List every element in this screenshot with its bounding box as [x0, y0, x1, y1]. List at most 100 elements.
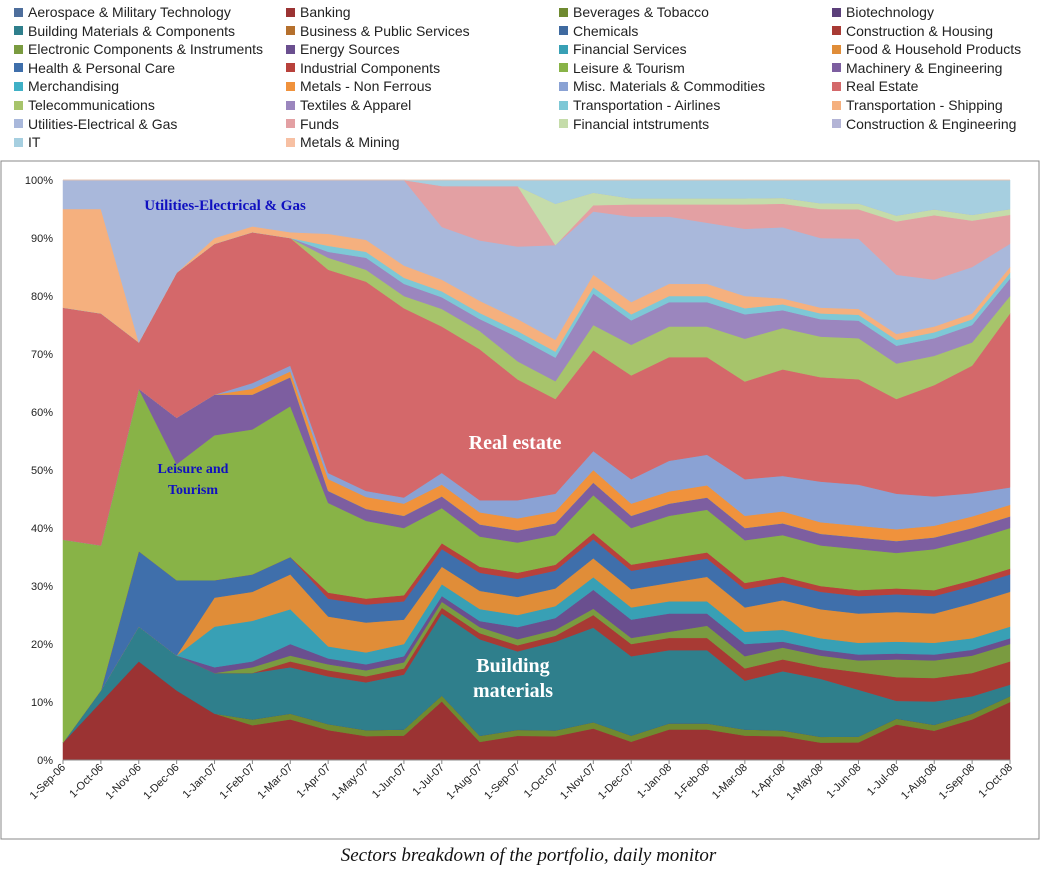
y-tick-label: 50% [31, 465, 53, 477]
legend-label: Construction & Housing [846, 22, 994, 39]
legend-swatch [14, 81, 23, 91]
annotation-label: materials [473, 680, 553, 702]
legend-label: Energy Sources [300, 41, 400, 58]
legend-swatch [286, 81, 295, 91]
legend-item-aerospace-and-military-technology: Aerospace & Military Technology [14, 3, 231, 21]
y-tick-label: 10% [31, 697, 53, 709]
legend-swatch [559, 81, 568, 91]
legend-label: Financial intstruments [573, 115, 710, 132]
legend-label: Merchandising [28, 78, 120, 95]
x-tick-label: 1-Sep-06 [28, 762, 68, 802]
legend-item-real-estate: Real Estate [832, 77, 918, 95]
x-tick-label: 1-Apr-08 [749, 762, 788, 801]
legend-swatch [559, 119, 568, 129]
x-tick-label: 1-May-08 [784, 762, 825, 803]
legend-item-misc-materials-and-commodities: Misc. Materials & Commodities [559, 77, 765, 95]
legend-item-transportation-shipping: Transportation - Shipping [832, 96, 1003, 114]
legend-label: Construction & Engineering [846, 115, 1017, 132]
legend-item-construction-and-housing: Construction & Housing [832, 22, 993, 40]
legend-label: Utilities-Electrical & Gas [28, 115, 178, 132]
legend-label: Funds [300, 115, 339, 132]
legend-item-banking: Banking [286, 3, 351, 21]
annotation-label: Leisure and [158, 462, 229, 477]
stacked-area-chart: 0% 10% 20% 30% 40% 50% 60% 70% 80% 90% 100% 1-Sep-0… [0, 160, 1040, 840]
legend-label: Textiles & Apparel [300, 97, 412, 113]
legend-label: Transportation - Airlines [573, 97, 721, 113]
x-tick-label: 1-Dec-06 [141, 762, 181, 802]
legend-item-biotechnology: Biotechnology [832, 3, 934, 21]
y-tick-label: 90% [31, 233, 53, 245]
legend-item-industrial-components: Industrial Components [286, 59, 440, 77]
legend-swatch [832, 81, 841, 91]
y-tick-label: 70% [31, 349, 53, 361]
legend-swatch [559, 63, 568, 73]
legend-label: Industrial Components [300, 59, 441, 76]
legend-swatch [14, 7, 23, 17]
chart-frame [0, 160, 1040, 840]
legend-swatch [14, 63, 23, 73]
legend-item-building-materials-and-components: Building Materials & Components [14, 22, 235, 40]
legend-label: Real Estate [846, 78, 919, 95]
legend-swatch [559, 100, 568, 110]
legend-item-merchandising: Merchandising [14, 77, 119, 95]
annotation-label: Building [476, 655, 549, 677]
annotation-label: Utilities-Electrical & Gas [144, 198, 306, 214]
y-tick-label: 0% [37, 755, 53, 767]
x-tick-label: 1-Oct-06 [67, 762, 106, 801]
legend-item-machinery-and-engineering: Machinery & Engineering [832, 59, 1002, 77]
legend-swatch [286, 119, 295, 129]
x-tick-label: 1-May-07 [330, 762, 371, 803]
x-tick-label: 1-Jul-07 [410, 762, 447, 799]
legend-swatch [559, 26, 568, 36]
legend-label: Food & Household Products [846, 41, 1022, 58]
legend-swatch [286, 26, 295, 36]
legend-swatch [832, 44, 841, 54]
x-tick-label: 1-Jun-07 [370, 762, 409, 801]
legend-item-metals-non-ferrous: Metals - Non Ferrous [286, 77, 431, 95]
legend-item-financial-intstruments: Financial intstruments [559, 115, 709, 133]
legend-swatch [14, 137, 23, 147]
legend-swatch [832, 63, 841, 73]
legend-swatch [832, 119, 841, 129]
legend-item-beverages-and-tobacco: Beverages & Tobacco [559, 3, 709, 21]
legend-swatch [286, 137, 295, 147]
legend-label: Aerospace & Military Technology [28, 4, 231, 20]
legend-label: Beverages & Tobacco [573, 4, 709, 20]
legend-label: Telecommunications [28, 97, 155, 113]
legend-label: Business & Public Services [300, 22, 470, 39]
legend-label: Banking [300, 4, 351, 20]
legend-item-electronic-components-and-instruments: Electronic Components & Instruments [14, 40, 263, 58]
x-tick-label: 1-Nov-07 [558, 762, 598, 802]
y-tick-label: 40% [31, 523, 53, 535]
legend-swatch [832, 100, 841, 110]
legend-label: Leisure & Tourism [573, 59, 685, 76]
x-tick-label: 1-Jan-07 [180, 762, 219, 801]
legend-label: Biotechnology [846, 4, 934, 20]
x-tick-label: 1-Apr-07 [295, 762, 334, 801]
legend-swatch [559, 7, 568, 17]
chart-legend: Aerospace & Military Technology Banking Be… [0, 0, 1057, 165]
legend-label: Building Materials & Components [28, 22, 235, 39]
x-tick-label: 1-Jul-08 [865, 762, 902, 799]
legend-swatch [559, 44, 568, 54]
legend-label: Machinery & Engineering [846, 59, 1003, 76]
legend-label: Metals - Non Ferrous [300, 78, 432, 95]
legend-label: Electronic Components & Instruments [28, 41, 263, 58]
y-tick-label: 60% [31, 407, 53, 419]
legend-swatch [14, 100, 23, 110]
legend-item-leisure-and-tourism: Leisure & Tourism [559, 59, 685, 77]
legend-swatch [286, 7, 295, 17]
y-tick-label: 80% [31, 291, 53, 303]
legend-item-metals-and-mining: Metals & Mining [286, 133, 400, 151]
y-tick-label: 100% [25, 175, 53, 187]
legend-swatch [14, 119, 23, 129]
legend-label: Transportation - Shipping [846, 97, 1003, 113]
legend-item-energy-sources: Energy Sources [286, 40, 400, 58]
x-tick-label: 1-Oct-08 [976, 762, 1015, 801]
legend-label: Financial Services [573, 41, 687, 58]
legend-item-financial-services: Financial Services [559, 40, 687, 58]
legend-swatch [14, 44, 23, 54]
x-tick-label: 1-Jun-08 [824, 762, 863, 801]
x-tick-label: 1-Sep-07 [482, 762, 522, 802]
legend-item-construction-and-engineering: Construction & Engineering [832, 115, 1016, 133]
